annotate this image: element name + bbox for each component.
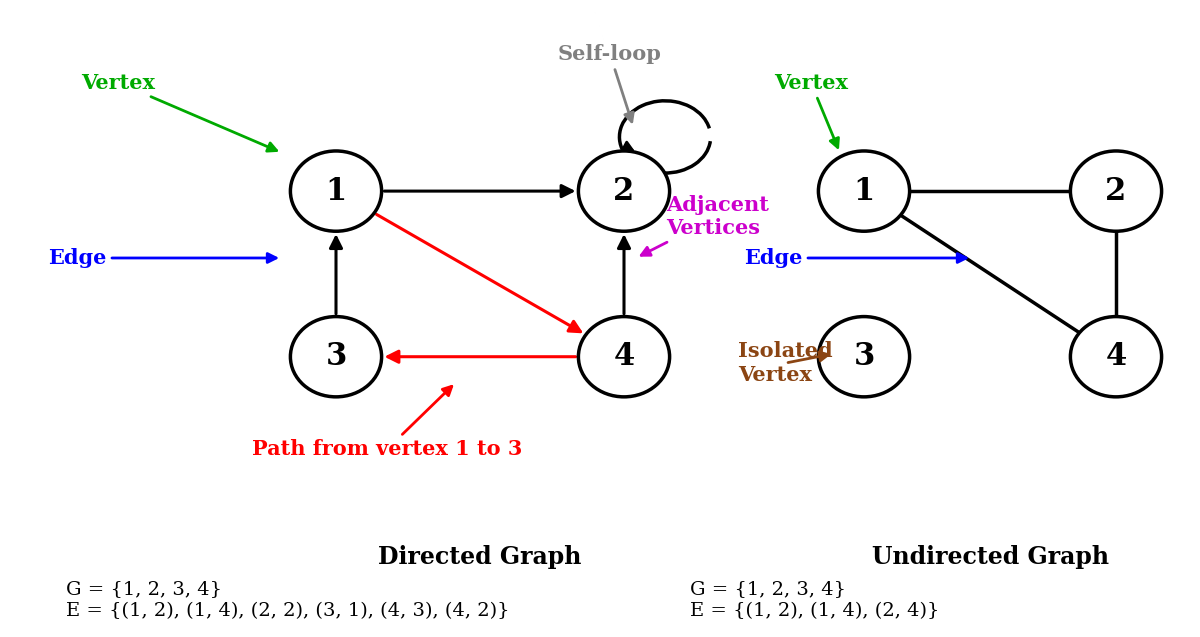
Text: Self-loop: Self-loop	[558, 44, 662, 122]
Text: 2: 2	[613, 176, 635, 206]
Ellipse shape	[818, 151, 910, 231]
Text: Path from vertex 1 to 3: Path from vertex 1 to 3	[252, 386, 522, 459]
Text: Adjacent
Vertices: Adjacent Vertices	[641, 195, 769, 255]
Text: 1: 1	[853, 176, 875, 206]
Ellipse shape	[290, 317, 382, 397]
Text: 4: 4	[613, 341, 635, 372]
Text: 3: 3	[853, 341, 875, 372]
Text: G = {1, 2, 3, 4}: G = {1, 2, 3, 4}	[690, 580, 846, 598]
Ellipse shape	[818, 317, 910, 397]
Text: G = {1, 2, 3, 4}: G = {1, 2, 3, 4}	[66, 580, 222, 598]
Text: Edge: Edge	[744, 248, 966, 268]
Ellipse shape	[578, 317, 670, 397]
Ellipse shape	[290, 151, 382, 231]
Text: E = {(1, 2), (1, 4), (2, 4)}: E = {(1, 2), (1, 4), (2, 4)}	[690, 603, 940, 620]
Text: Undirected Graph: Undirected Graph	[871, 545, 1109, 569]
Text: Isolated
Vertex: Isolated Vertex	[738, 341, 833, 385]
Text: Vertex: Vertex	[774, 73, 848, 147]
Ellipse shape	[578, 151, 670, 231]
Text: 2: 2	[1105, 176, 1127, 206]
Text: Directed Graph: Directed Graph	[378, 545, 582, 569]
Ellipse shape	[1070, 317, 1162, 397]
Text: Vertex: Vertex	[82, 73, 276, 151]
Text: 3: 3	[325, 341, 347, 372]
Text: 4: 4	[1105, 341, 1127, 372]
Text: E = {(1, 2), (1, 4), (2, 2), (3, 1), (4, 3), (4, 2)}: E = {(1, 2), (1, 4), (2, 2), (3, 1), (4,…	[66, 603, 510, 620]
Text: 1: 1	[325, 176, 347, 206]
Text: Edge: Edge	[48, 248, 276, 268]
Ellipse shape	[1070, 151, 1162, 231]
